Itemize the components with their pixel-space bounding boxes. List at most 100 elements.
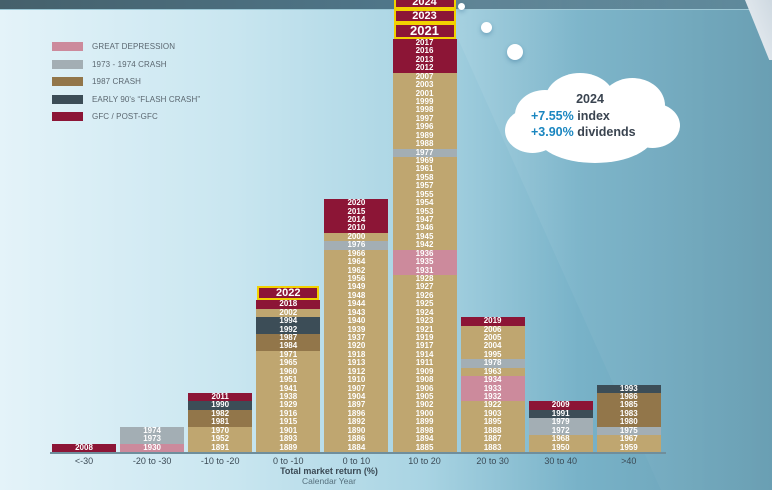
year-cell: 1940 [324, 317, 389, 326]
year-cell: 1913 [324, 359, 389, 368]
year-cell: 1936 [392, 249, 457, 259]
year-cell: 1967 [596, 435, 661, 444]
legend-swatch [52, 42, 83, 52]
x-axis-line [50, 452, 666, 454]
year-cell: 1981 [188, 418, 253, 427]
year-cell: 1949 [324, 283, 389, 292]
year-cell: 1945 [392, 232, 457, 242]
legend-item-1987-crash: 1987 CRASH [52, 73, 200, 91]
year-cell: 2001 [392, 89, 457, 98]
year-cell: 1958 [392, 173, 457, 183]
year-cell: 1955 [392, 190, 457, 200]
year-cell: 1929 [256, 401, 321, 410]
year-cell: 1905 [392, 392, 457, 402]
year-cell: 1962 [324, 266, 389, 275]
year-cell: 1990 [188, 401, 253, 410]
year-cell: 1975 [596, 426, 661, 436]
year-cell: 2000 [324, 232, 389, 242]
legend-label: 1987 CRASH [92, 77, 142, 87]
year-cell: 1986 [596, 392, 661, 402]
year-cell: 1895 [460, 418, 525, 427]
year-cell: 1926 [392, 291, 457, 301]
year-cell: 2017 [392, 38, 457, 48]
legend-label: EARLY 90's “FLASH CRASH” [92, 94, 201, 104]
year-cell: 1963 [460, 367, 525, 377]
highlighted-year-cell: 2024 [393, 0, 456, 9]
year-cell: 1918 [324, 350, 389, 360]
year-cell: 1914 [392, 350, 457, 360]
year-cell: 2019 [460, 317, 525, 326]
thought-bubble-small [458, 3, 465, 10]
x-tick-label: -10 to -20 [200, 456, 240, 466]
year-cell: 1977 [392, 148, 457, 157]
year-cell: 1985 [596, 401, 661, 410]
callout-cloud [505, 68, 680, 163]
legend-item-1973-1974-crash: 1973 - 1974 CRASH [52, 56, 200, 74]
x-tick-label: 20 to 30 [476, 456, 509, 466]
year-cell: 1910 [324, 376, 389, 385]
legend-label: GREAT DEPRESSION [92, 42, 176, 52]
year-cell: 1951 [256, 376, 321, 385]
year-cell: 1885 [392, 443, 457, 452]
year-cell: 1911 [392, 359, 457, 368]
year-cell: 1974 [120, 426, 185, 436]
legend-label: GFC / POST-GFC [92, 112, 158, 122]
legend: GREAT DEPRESSION 1973 - 1974 CRASH 1987 … [52, 38, 200, 126]
year-cell: 1904 [324, 392, 389, 402]
year-cell: 1987 [256, 333, 321, 343]
year-cell: 2013 [392, 55, 457, 65]
legend-swatch [52, 59, 83, 69]
callout-index-pct: +7.55% [531, 109, 574, 123]
year-cell: 1994 [256, 317, 321, 326]
x-tick-label: -20 to -30 [132, 456, 172, 466]
year-cell: 1933 [460, 384, 525, 393]
callout-year: 2024 [576, 92, 604, 106]
year-cell: 1971 [256, 350, 321, 360]
year-cell: 1965 [256, 359, 321, 368]
year-cell: 1937 [324, 333, 389, 343]
year-cell: 1972 [528, 426, 593, 436]
year-cell: 1950 [528, 443, 593, 452]
year-cell: 1902 [392, 401, 457, 410]
year-cell: 1964 [324, 258, 389, 267]
x-axis-subtitle: Calendar Year [302, 476, 356, 486]
year-cell: 1890 [324, 426, 389, 436]
year-cell: 1917 [392, 342, 457, 351]
highlighted-year-cell: 2022 [257, 286, 320, 301]
year-cell: 1991 [528, 409, 593, 419]
year-cell: 1915 [256, 418, 321, 427]
year-cell: 1906 [392, 384, 457, 393]
year-cell: 1952 [188, 435, 253, 444]
year-cell: 1992 [256, 325, 321, 334]
year-cell: 1908 [392, 376, 457, 385]
year-cell: 2010 [324, 224, 389, 233]
year-cell: 1973 [120, 435, 185, 444]
year-cell: 1984 [256, 342, 321, 351]
year-cell: 1979 [528, 418, 593, 427]
year-cell: 1982 [188, 409, 253, 419]
year-cell: 1997 [392, 114, 457, 124]
thought-bubble-medium [481, 22, 492, 33]
year-cell: 1925 [392, 300, 457, 309]
year-cell: 1931 [392, 266, 457, 275]
legend-item-great-depression: GREAT DEPRESSION [52, 38, 200, 56]
year-cell: 1884 [324, 443, 389, 452]
year-cell: 2008 [52, 443, 116, 452]
year-cell: 1966 [324, 249, 389, 259]
year-cell: 1980 [596, 418, 661, 427]
year-cell: 1909 [392, 367, 457, 377]
year-cell: 1900 [392, 409, 457, 419]
year-cell: 1894 [392, 435, 457, 444]
year-cell: 1946 [392, 224, 457, 233]
year-cell: 1969 [392, 156, 457, 166]
year-cell: 1970 [188, 426, 253, 436]
year-cell: 2009 [528, 401, 593, 410]
year-cell: 1948 [324, 291, 389, 301]
year-cell: 1993 [596, 384, 661, 393]
year-cell: 2018 [256, 300, 321, 309]
year-cell: 1916 [256, 409, 321, 419]
year-cell: 1960 [256, 367, 321, 377]
year-cell: 1947 [392, 215, 457, 225]
x-axis-title: Total market return (%) [280, 466, 378, 476]
callout-index-line: +7.55% index [505, 108, 675, 124]
